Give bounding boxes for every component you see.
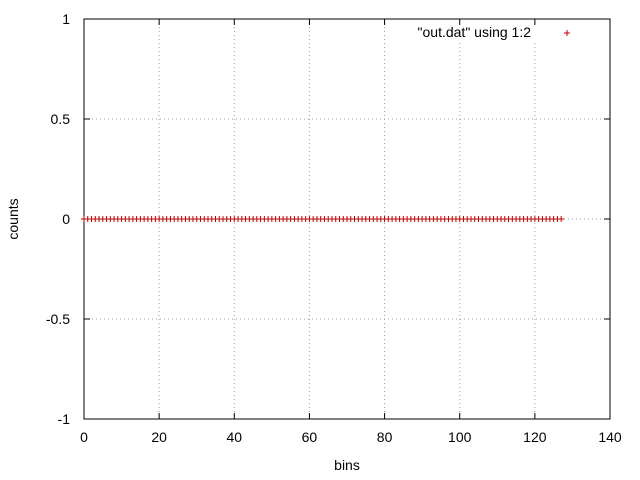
x-tick-label: 80 [377,429,393,445]
x-tick-label: 140 [598,429,622,445]
legend-marker [564,30,570,36]
y-axis-label: counts [5,198,21,239]
x-axis-label: bins [334,457,360,473]
legend-label: "out.dat" using 1:2 [418,24,532,40]
y-tick-label: 0 [62,211,70,227]
x-tick-label: 40 [226,429,242,445]
series-points [81,216,565,222]
y-tick-labels: -1 -0.5 0 0.5 1 [46,11,70,427]
x-tick-label: 120 [523,429,547,445]
x-tick-label: 60 [302,429,318,445]
y-tick-label: 1 [62,11,70,27]
y-tick-label: 0.5 [51,111,71,127]
x-tick-label: 0 [80,429,88,445]
x-tick-labels: 0 20 40 60 80 100 120 140 [80,429,622,445]
data-point [558,216,565,222]
x-tick-label: 20 [151,429,167,445]
legend: "out.dat" using 1:2 [418,24,570,40]
axis-ticks [83,18,611,420]
y-tick-label: -0.5 [46,311,70,327]
y-tick-label: -1 [58,411,71,427]
x-tick-label: 100 [448,429,472,445]
